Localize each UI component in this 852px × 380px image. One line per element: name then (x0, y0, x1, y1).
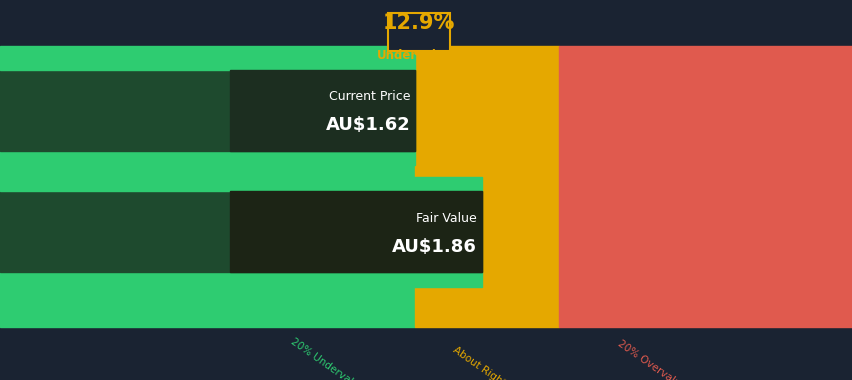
Text: Undervalued: Undervalued (377, 49, 461, 62)
Bar (388, 13, 450, 51)
Bar (0, 46, 415, 327)
Text: AU$1.62: AU$1.62 (325, 116, 410, 135)
Bar (415, 46, 558, 327)
Text: 12.9%: 12.9% (383, 13, 455, 33)
Bar (0, 177, 481, 191)
Text: AU$1.86: AU$1.86 (391, 238, 476, 256)
Bar (230, 191, 481, 272)
Text: 20% Overvalued: 20% Overvalued (615, 338, 692, 380)
Text: 20% Undervalued: 20% Undervalued (289, 336, 371, 380)
Text: Current Price: Current Price (328, 90, 410, 103)
Bar (0, 151, 415, 165)
Bar (558, 46, 852, 327)
Bar (0, 55, 415, 70)
Bar (0, 272, 481, 287)
Bar (0, 191, 481, 272)
Bar (230, 70, 415, 151)
Bar (0, 70, 415, 151)
Text: Fair Value: Fair Value (416, 212, 476, 225)
Text: About Right: About Right (451, 345, 507, 380)
